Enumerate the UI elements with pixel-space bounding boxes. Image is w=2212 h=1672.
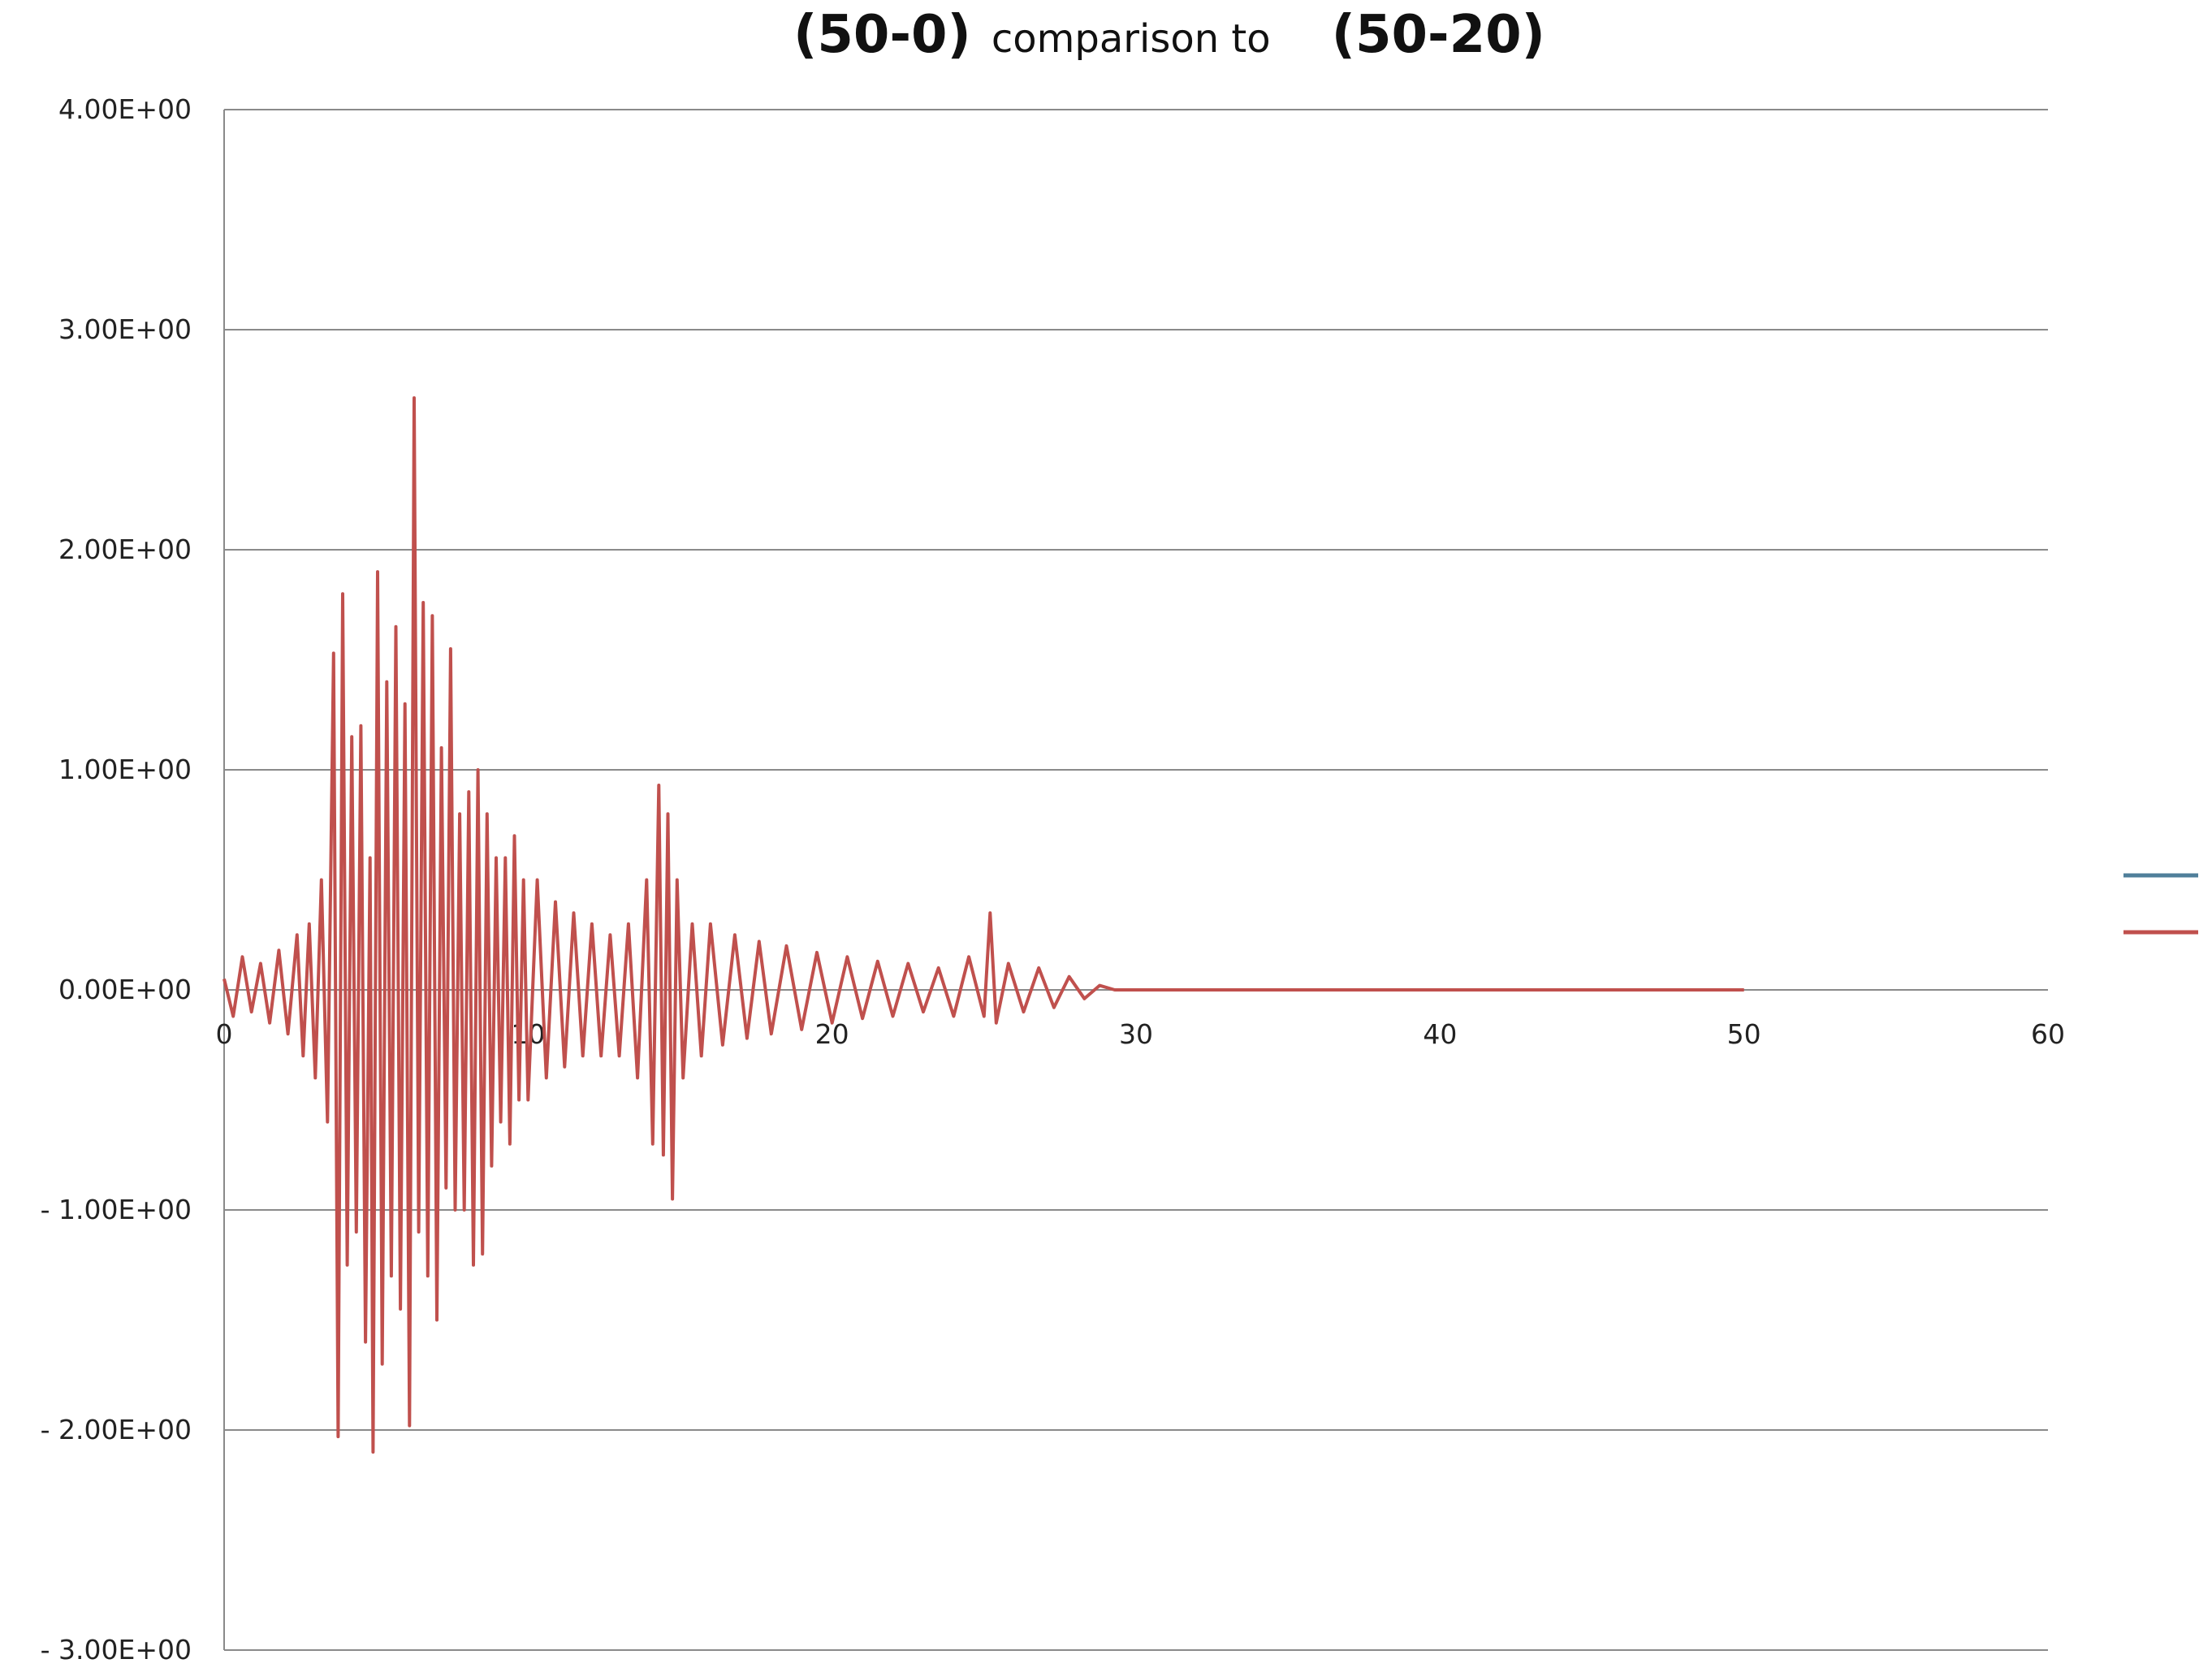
y-tick-label: - 2.00E+00	[41, 1414, 192, 1445]
x-tick-label: 40	[1423, 1018, 1457, 1050]
series-group	[222, 396, 1744, 1454]
legend	[2123, 873, 2198, 935]
y-tick-labels: 4.00E+00 3.00E+00 2.00E+00 1.00E+00 0.00E+00…	[41, 93, 192, 1666]
title-part-2: comparison to	[992, 16, 1271, 62]
chart-title: (50-0) comparison to (50-20)	[793, 5, 1545, 65]
y-tick-label: 2.00E+00	[58, 534, 192, 565]
x-tick-label: 0	[216, 1018, 233, 1050]
title-part-3: (50-20)	[1332, 5, 1545, 65]
x-tick-label: 60	[2031, 1018, 2065, 1050]
y-tick-label: 0.00E+00	[58, 974, 192, 1005]
x-tick-label: 30	[1119, 1018, 1153, 1050]
y-tick-label: 3.00E+00	[58, 313, 192, 345]
series-line-1	[222, 396, 1744, 1454]
y-tick-label: 4.00E+00	[58, 93, 192, 125]
y-tick-label: - 1.00E+00	[41, 1194, 192, 1225]
y-tick-label: 1.00E+00	[58, 754, 192, 785]
y-tick-label: - 3.00E+00	[41, 1634, 192, 1666]
title-part-1: (50-0)	[793, 5, 971, 65]
x-tick-label: 50	[1727, 1018, 1761, 1050]
